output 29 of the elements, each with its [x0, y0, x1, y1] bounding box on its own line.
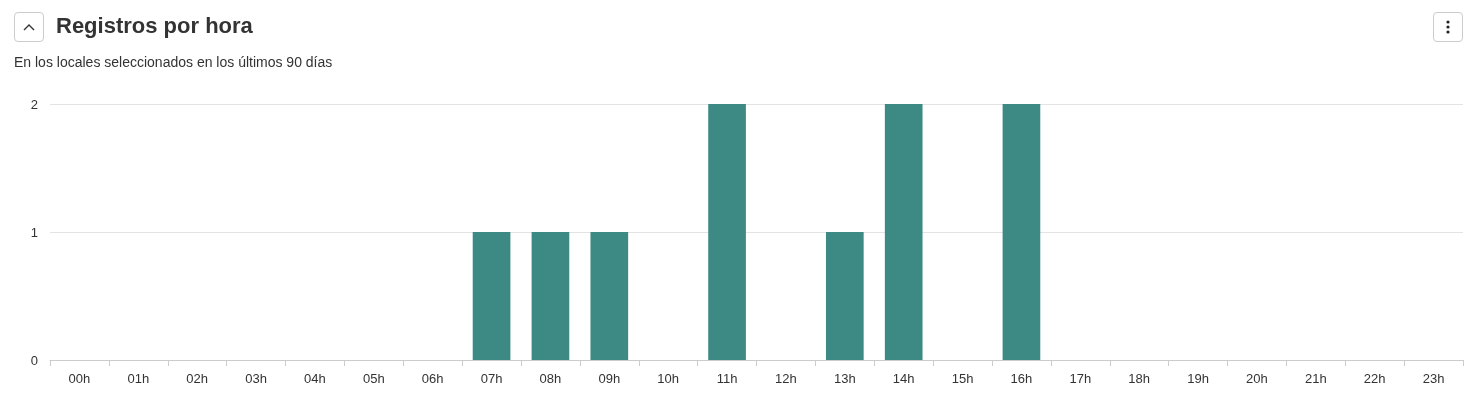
x-tick-label: 21h [1304, 371, 1327, 386]
x-tick-label: 13h [833, 371, 856, 386]
x-tick-label: 00h [68, 371, 91, 386]
x-tick-label: 22h [1363, 371, 1386, 386]
x-tick-label: 20h [1246, 371, 1268, 386]
x-tick-label: 09h [598, 371, 621, 386]
x-tick-label: 18h [1128, 371, 1151, 386]
y-tick-label: 1 [30, 224, 38, 240]
x-tick-label: 16h [1010, 371, 1033, 386]
x-tick-label: 12h [775, 371, 797, 386]
chart-title: Registros por hora [56, 13, 253, 39]
chart-subtitle: En los locales seleccionados en los últimos 90 días [14, 54, 333, 70]
x-tick-label: 02h [186, 371, 209, 386]
y-tick-label: 0 [30, 352, 38, 368]
x-tick-label: 04h [304, 371, 326, 386]
x-tick-label: 11h [716, 371, 738, 386]
x-tick-label: 06h [421, 371, 444, 386]
x-tick-label: 01h [127, 371, 150, 386]
x-tick-label: 15h [951, 371, 974, 386]
x-tick-label: 08h [539, 371, 562, 386]
x-tick-label: 14h [892, 371, 915, 386]
y-tick-label: 2 [30, 96, 38, 112]
x-tick-label: 10h [657, 371, 680, 386]
x-tick-label: 07h [480, 371, 503, 386]
x-tick-label: 23h [1422, 371, 1445, 386]
x-tick-label: 19h [1187, 371, 1209, 386]
x-tick-label: 17h [1069, 371, 1092, 386]
x-tick-label: 05h [362, 371, 385, 386]
x-tick-label: 03h [245, 371, 267, 386]
